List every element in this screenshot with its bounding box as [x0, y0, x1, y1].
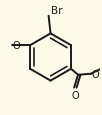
Text: Br: Br: [51, 6, 63, 16]
Text: O: O: [13, 41, 20, 51]
Text: O: O: [71, 90, 79, 100]
Text: O: O: [91, 69, 99, 79]
